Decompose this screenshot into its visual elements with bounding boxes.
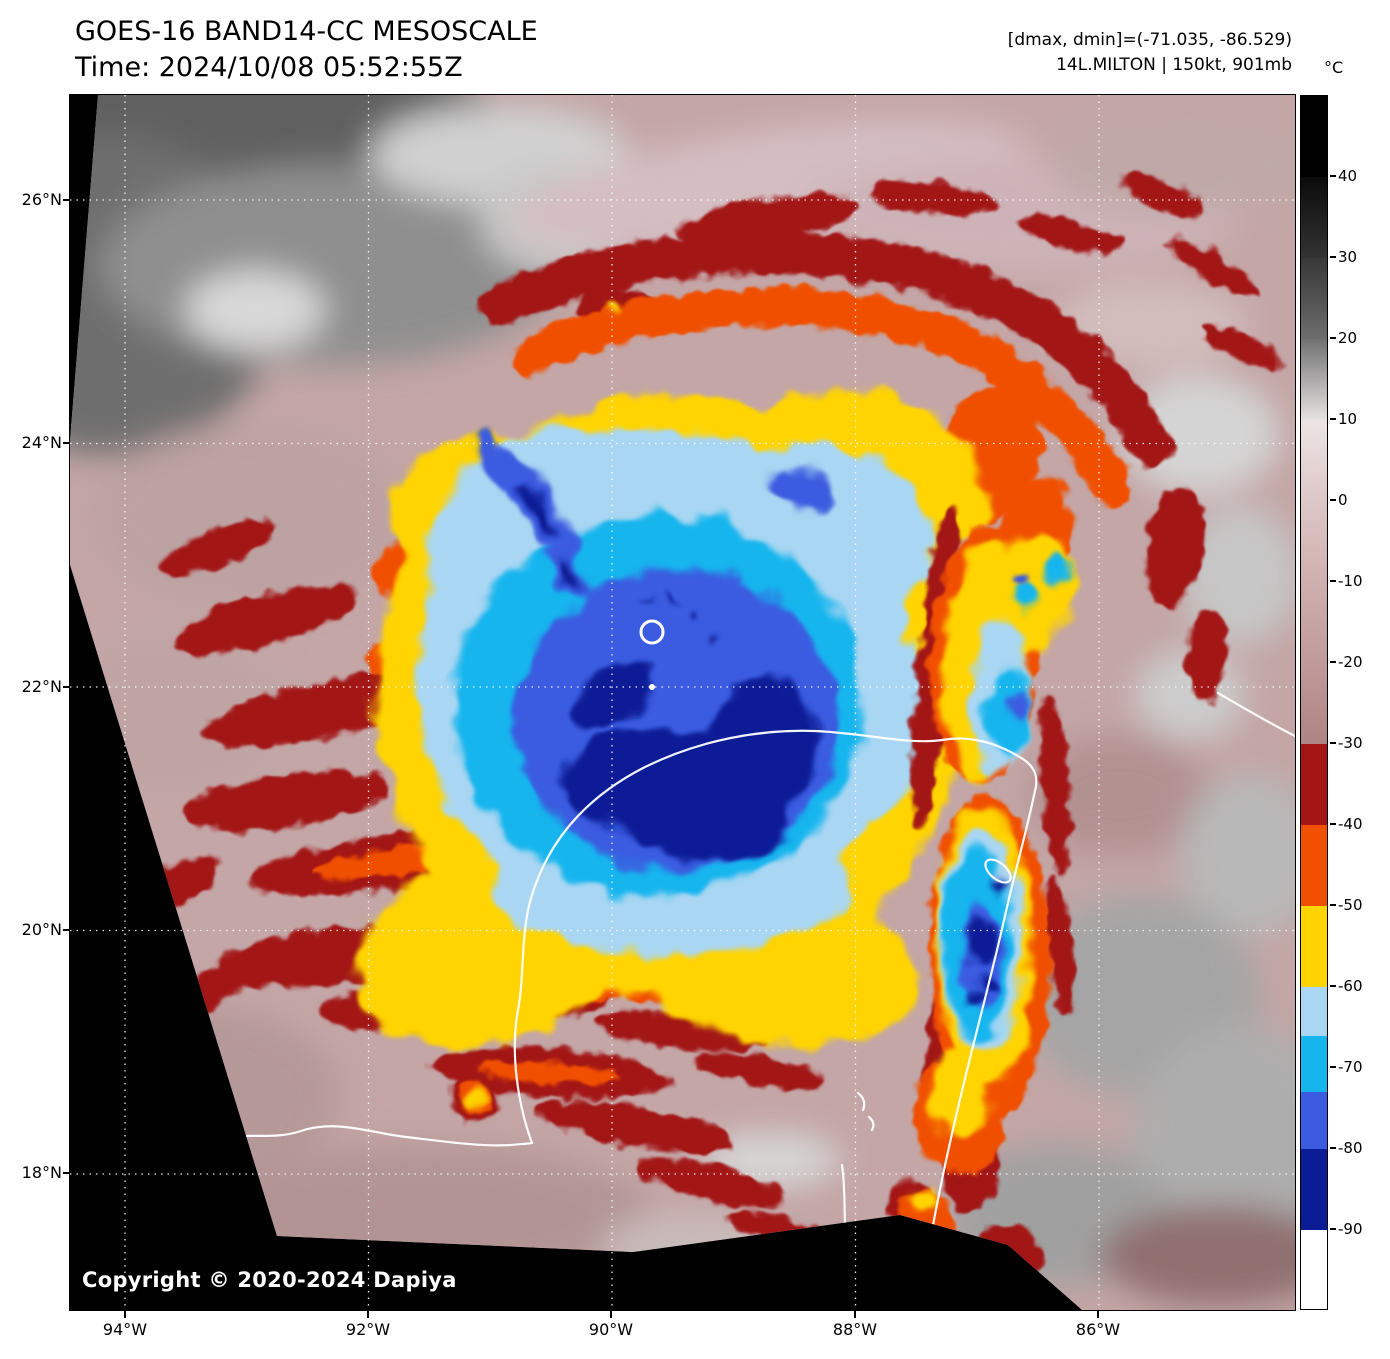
colorbar-tick bbox=[1330, 499, 1336, 501]
satellite-imagery bbox=[70, 95, 1295, 1310]
lat-label-18n: 18°N bbox=[21, 1163, 62, 1182]
colorbar-segment bbox=[1301, 258, 1327, 339]
colorbar-segment bbox=[1301, 1036, 1327, 1092]
colorbar-tick bbox=[1330, 1066, 1336, 1068]
colorbar-tick bbox=[1330, 742, 1336, 744]
colorbar-unit-label: °C bbox=[1324, 58, 1344, 77]
title-block: GOES-16 BAND14-CC MESOSCALE Time: 2024/1… bbox=[75, 14, 538, 86]
colorbar-tick-label: -30 bbox=[1338, 734, 1363, 752]
lon-label-86w: 86°W bbox=[1075, 1320, 1121, 1339]
colorbar-segment bbox=[1301, 744, 1327, 825]
colorbar-segment bbox=[1301, 1149, 1327, 1230]
colorbar-tick bbox=[1330, 1228, 1336, 1230]
colorbar-tick bbox=[1330, 823, 1336, 825]
colorbar-segment bbox=[1301, 825, 1327, 906]
colorbar bbox=[1300, 95, 1328, 1310]
colorbar-tick bbox=[1330, 1147, 1336, 1149]
colorbar-tick bbox=[1330, 337, 1336, 339]
lat-label-24n: 24°N bbox=[21, 433, 62, 452]
colorbar-segment bbox=[1301, 339, 1327, 420]
storm-info: 14L.MILTON | 150kt, 901mb bbox=[1056, 55, 1292, 75]
lon-tick bbox=[1097, 1311, 1099, 1318]
lat-tick bbox=[63, 929, 70, 931]
readout-block: [dmax, dmin]=(-71.035, -86.529) 14L.MILT… bbox=[1008, 28, 1292, 78]
map-plot: Copyright © 2020-2024 Dapiya bbox=[69, 94, 1296, 1311]
colorbar-tick bbox=[1330, 661, 1336, 663]
colorbar-tick-label: -40 bbox=[1338, 815, 1363, 833]
colorbar-tick-label: -60 bbox=[1338, 977, 1363, 995]
lat-tick bbox=[63, 199, 70, 201]
lon-tick bbox=[124, 1311, 126, 1318]
graticule bbox=[70, 95, 1295, 1310]
colorbar-tick-label: 0 bbox=[1338, 491, 1348, 509]
colorbar-segment bbox=[1301, 582, 1327, 663]
colorbar-tick-label: -90 bbox=[1338, 1220, 1363, 1238]
lon-tick bbox=[367, 1311, 369, 1318]
colorbar-segment bbox=[1301, 420, 1327, 501]
copyright-watermark: Copyright © 2020-2024 Dapiya bbox=[82, 1268, 457, 1292]
lat-label-26n: 26°N bbox=[21, 190, 62, 209]
colorbar-tick-label: 30 bbox=[1338, 248, 1358, 266]
colorbar-segment bbox=[1301, 1230, 1327, 1309]
colorbar-segment bbox=[1301, 177, 1327, 258]
colorbar-tick-label: -50 bbox=[1338, 896, 1363, 914]
colorbar-tick-label: -70 bbox=[1338, 1058, 1363, 1076]
colorbar-segment bbox=[1301, 987, 1327, 1036]
lat-tick bbox=[63, 1172, 70, 1174]
eye-marker bbox=[639, 619, 665, 690]
image-time: Time: 2024/10/08 05:52:55Z bbox=[75, 52, 463, 83]
colorbar-tick-label: 40 bbox=[1338, 167, 1358, 185]
lon-label-92w: 92°W bbox=[345, 1320, 391, 1339]
lon-label-88w: 88°W bbox=[832, 1320, 878, 1339]
colorbar-tick bbox=[1330, 580, 1336, 582]
colorbar-tick-label: -80 bbox=[1338, 1139, 1363, 1157]
colorbar-tick bbox=[1330, 904, 1336, 906]
colorbar-segment bbox=[1301, 663, 1327, 744]
colorbar-segment bbox=[1301, 96, 1327, 177]
lon-tick bbox=[610, 1311, 612, 1318]
colorbar-segment bbox=[1301, 1092, 1327, 1149]
colorbar-tick-label: 20 bbox=[1338, 329, 1358, 347]
lat-tick bbox=[63, 686, 70, 688]
cold-core-navy bbox=[521, 485, 816, 861]
colorbar-segment bbox=[1301, 501, 1327, 582]
colorbar-tick bbox=[1330, 256, 1336, 258]
image-title: GOES-16 BAND14-CC MESOSCALE bbox=[75, 16, 538, 47]
lat-label-22n: 22°N bbox=[21, 677, 62, 696]
lon-label-94w: 94°W bbox=[102, 1320, 148, 1339]
colorbar-segment bbox=[1301, 906, 1327, 987]
dmax-dmin-readout: [dmax, dmin]=(-71.035, -86.529) bbox=[1007, 30, 1292, 50]
colorbar-tick-label: 10 bbox=[1338, 410, 1358, 428]
colorbar-tick bbox=[1330, 418, 1336, 420]
colorbar-tick bbox=[1330, 175, 1336, 177]
lat-label-20n: 20°N bbox=[21, 920, 62, 939]
colorbar-tick-label: -20 bbox=[1338, 653, 1363, 671]
lon-tick bbox=[854, 1311, 856, 1318]
colorbar-tick bbox=[1330, 985, 1336, 987]
colorbar-tick-label: -10 bbox=[1338, 572, 1363, 590]
lat-tick bbox=[63, 442, 70, 444]
lon-label-90w: 90°W bbox=[588, 1320, 634, 1339]
